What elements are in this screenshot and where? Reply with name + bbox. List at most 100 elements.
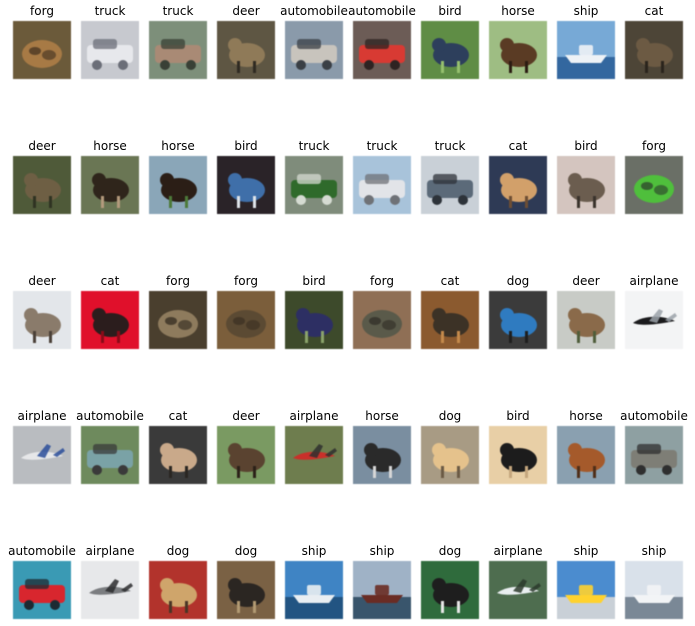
vehicle-wheel-shape bbox=[186, 60, 196, 70]
image-cell: truck bbox=[421, 139, 479, 214]
thumbnail bbox=[149, 21, 207, 79]
vehicle-wheel-shape bbox=[458, 195, 468, 205]
leg-shape bbox=[457, 61, 460, 73]
head-shape bbox=[160, 173, 174, 187]
thumbnail bbox=[217, 426, 275, 484]
leg-shape bbox=[509, 61, 512, 73]
thumbnail-subject bbox=[87, 444, 133, 475]
thumbnail bbox=[217, 21, 275, 79]
thumbnail-subject bbox=[228, 173, 265, 208]
thumbnail-subject bbox=[432, 443, 469, 478]
spot-shape bbox=[42, 50, 56, 60]
thumbnail-image bbox=[149, 426, 207, 484]
thumbnail bbox=[557, 156, 615, 214]
thumbnail-subject bbox=[568, 308, 605, 343]
image-label: airplane bbox=[85, 544, 135, 558]
thumbnail-image bbox=[421, 561, 479, 619]
image-label: bird bbox=[302, 274, 326, 288]
thumbnail bbox=[625, 561, 683, 619]
subject-shape bbox=[362, 310, 402, 338]
image-cell: dog bbox=[217, 544, 275, 619]
head-shape bbox=[228, 38, 242, 52]
thumbnail-image bbox=[13, 561, 71, 619]
head-shape bbox=[432, 38, 446, 52]
image-label: dog bbox=[438, 409, 462, 423]
thumbnail-image bbox=[489, 21, 547, 79]
vehicle-wheel-shape bbox=[50, 600, 60, 610]
thumbnail-subject bbox=[497, 579, 541, 595]
thumbnail-subject bbox=[557, 45, 615, 79]
vehicle-body-shape bbox=[359, 180, 405, 198]
vehicle-wheel-shape bbox=[364, 195, 374, 205]
image-cell: bird bbox=[489, 409, 547, 484]
head-shape bbox=[500, 38, 514, 52]
thumbnail-subject bbox=[158, 310, 198, 338]
vehicle-window-shape bbox=[25, 579, 49, 589]
image-label: airplane bbox=[629, 274, 679, 288]
thumbnail-image bbox=[557, 21, 615, 79]
head-shape bbox=[24, 173, 38, 187]
vehicle-wheel-shape bbox=[390, 195, 400, 205]
thumbnail-image bbox=[149, 21, 207, 79]
leg-shape bbox=[457, 466, 460, 478]
thumbnail bbox=[557, 561, 615, 619]
thumbnail-subject bbox=[359, 174, 405, 205]
image-label: cat bbox=[100, 274, 120, 288]
vehicle-wheel-shape bbox=[364, 60, 374, 70]
leg-shape bbox=[661, 61, 664, 73]
image-label: deer bbox=[28, 274, 56, 288]
thumbnail bbox=[421, 426, 479, 484]
thumbnail bbox=[489, 426, 547, 484]
leg-shape bbox=[237, 601, 240, 613]
leg-shape bbox=[169, 196, 172, 208]
image-cell: airplane bbox=[13, 409, 71, 484]
leg-shape bbox=[237, 61, 240, 73]
thumbnail bbox=[489, 156, 547, 214]
thumbnail-image bbox=[353, 21, 411, 79]
image-label: dog bbox=[506, 274, 530, 288]
thumbnail-image bbox=[81, 426, 139, 484]
spot-shape bbox=[382, 320, 396, 330]
vehicle-window-shape bbox=[433, 174, 457, 184]
vehicle-window-shape bbox=[297, 174, 321, 184]
image-cell: dog bbox=[421, 409, 479, 484]
head-shape bbox=[364, 443, 378, 457]
thumbnail bbox=[421, 21, 479, 79]
leg-shape bbox=[525, 61, 528, 73]
thumbnail-subject bbox=[92, 173, 129, 208]
image-cell: forg bbox=[353, 274, 411, 349]
thumbnail-subject bbox=[291, 174, 337, 205]
image-label: dog bbox=[438, 544, 462, 558]
vehicle-wheel-shape bbox=[118, 60, 128, 70]
thumbnail bbox=[217, 156, 275, 214]
image-cell: truck bbox=[149, 4, 207, 79]
image-cell: deer bbox=[13, 274, 71, 349]
leg-shape bbox=[441, 331, 444, 343]
thumbnail-image bbox=[285, 156, 343, 214]
vehicle-body-shape bbox=[359, 45, 405, 63]
spot-shape bbox=[369, 317, 381, 325]
vehicle-wheel-shape bbox=[160, 60, 170, 70]
thumbnail-image bbox=[13, 291, 71, 349]
image-cell: horse bbox=[489, 4, 547, 79]
image-label: bird bbox=[234, 139, 258, 153]
thumbnail bbox=[149, 426, 207, 484]
head-shape bbox=[432, 578, 446, 592]
spot-shape bbox=[165, 317, 177, 325]
thumbnail-image bbox=[421, 156, 479, 214]
leg-shape bbox=[525, 196, 528, 208]
thumbnail-subject bbox=[427, 174, 473, 205]
image-label: truck bbox=[162, 4, 194, 18]
thumbnail bbox=[81, 426, 139, 484]
image-label: bird bbox=[574, 139, 598, 153]
thumbnail-image bbox=[149, 291, 207, 349]
leg-shape bbox=[577, 196, 580, 208]
leg-shape bbox=[237, 196, 240, 208]
cabin-shape bbox=[579, 45, 593, 55]
image-label: cat bbox=[168, 409, 188, 423]
image-label: horse bbox=[365, 409, 399, 423]
image-label: horse bbox=[501, 4, 535, 18]
thumbnail-subject bbox=[24, 173, 61, 208]
vehicle-body-shape bbox=[427, 180, 473, 198]
vehicle-wheel-shape bbox=[390, 60, 400, 70]
